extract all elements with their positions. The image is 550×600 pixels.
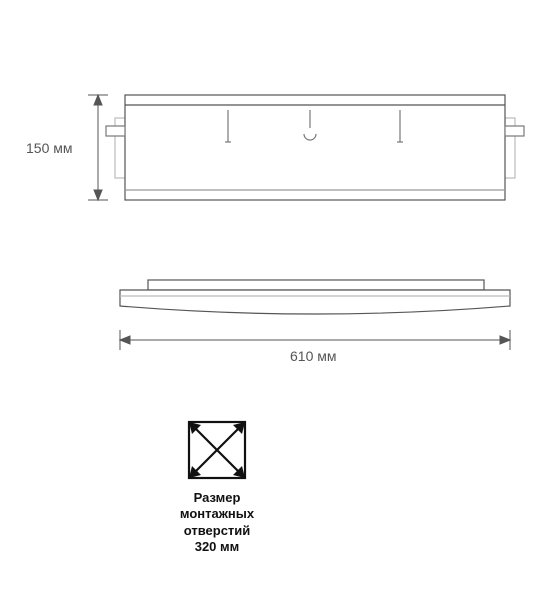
mount-line-4: 320 мм [195, 539, 240, 554]
drawing-canvas: 150 мм 610 мм [0, 0, 550, 600]
mounting-hole-label: Размер монтажных отверстий 320 мм [137, 490, 297, 555]
mounting-hole-icon [185, 418, 249, 482]
mount-line-1: Размер [194, 490, 241, 505]
width-dimension-label: 610 мм [290, 348, 337, 364]
mount-line-3: отверстий [184, 523, 251, 538]
mount-line-2: монтажных [180, 506, 254, 521]
